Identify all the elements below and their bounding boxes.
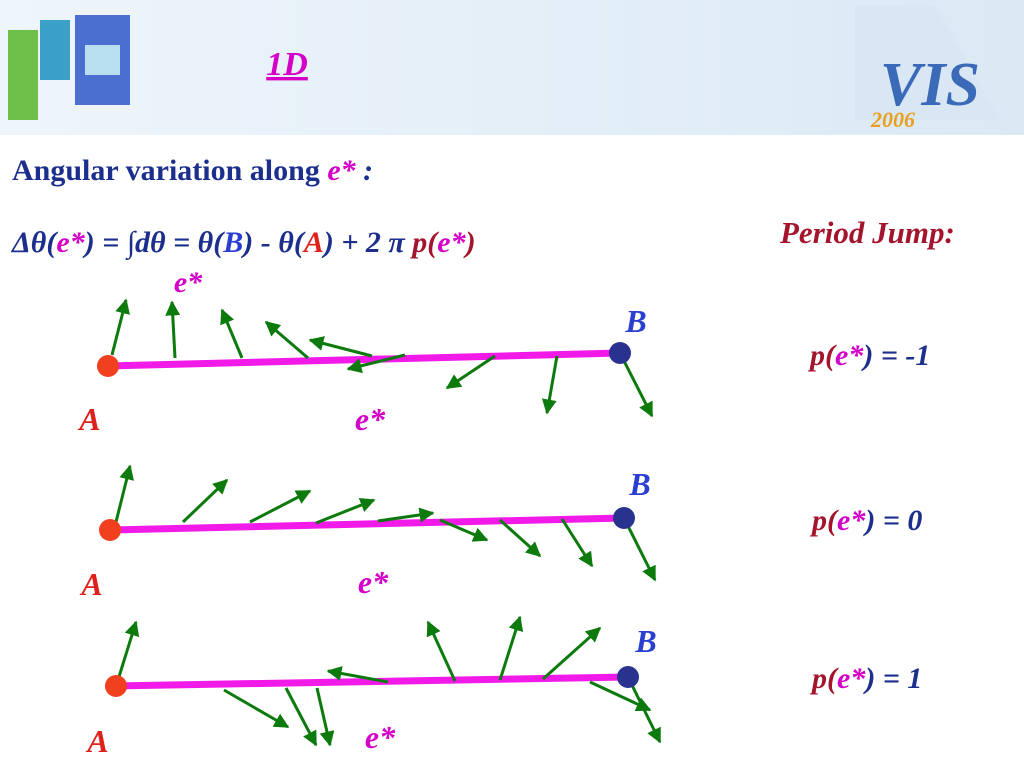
vector-arrow: [223, 688, 290, 729]
jump-prefix: p(: [809, 504, 839, 537]
point-a: [99, 519, 121, 541]
vector-arrow: [165, 300, 181, 359]
vector-arrow: [114, 464, 135, 523]
vector-arrow: [439, 518, 489, 542]
vector-arrow: [346, 353, 406, 374]
jump-label: p(e*) = 1: [809, 662, 922, 695]
top-band: [0, 0, 1024, 135]
label-b: B: [634, 623, 656, 659]
label-e: e*: [365, 719, 396, 755]
vector-arrow: [560, 518, 594, 568]
jump-label: p(e*) = 0: [809, 504, 922, 537]
label-b: B: [628, 466, 650, 502]
jump-symbol: e*: [837, 504, 866, 537]
heading: Angular variation along e* :: [12, 154, 373, 187]
vector-arrow: [498, 615, 524, 681]
jump-symbol: e*: [835, 339, 864, 372]
logo-year: 2006: [870, 107, 915, 132]
vector-arrow: [626, 676, 662, 744]
logo-text: VIS: [880, 51, 980, 119]
label-a: A: [79, 566, 102, 602]
vector-arrow: [445, 354, 496, 390]
vector-arrow: [116, 620, 140, 681]
vector-arrow: [220, 308, 244, 359]
point-a: [97, 355, 119, 377]
jump-label: p(e*) = -1: [807, 339, 930, 372]
jump-prefix: p(: [809, 662, 839, 695]
label-a: A: [85, 723, 108, 759]
path-line: [109, 514, 625, 534]
vector-arrow: [618, 352, 654, 418]
logo-left: [8, 15, 130, 120]
jump-symbol: e*: [837, 662, 866, 695]
vector-arrow: [181, 478, 229, 524]
vector-arrow: [315, 498, 376, 525]
path-line: [107, 349, 621, 370]
jump-prefix: p(: [807, 339, 837, 372]
point-b: [617, 666, 639, 688]
vector-arrow: [541, 355, 559, 415]
logo-right: VIS 2006: [855, 5, 1000, 132]
vector-arrow: [377, 507, 435, 523]
vector-arrow: [426, 620, 457, 682]
vector-arrow: [315, 687, 335, 747]
vector-arrow: [622, 517, 657, 582]
vector-arrow: [498, 518, 542, 558]
point-b: [613, 507, 635, 529]
vector-arrow: [264, 320, 309, 360]
vector-arrow: [308, 336, 373, 358]
formula: Δθ(e*) = ∫dθ = θ(B) - θ(A) + 2 π p(e*): [11, 226, 476, 261]
vector-arrow: [249, 489, 312, 524]
vector-arrow: [541, 626, 602, 681]
period-jump-title: Period Jump:: [779, 215, 955, 250]
jump-value: ) = 0: [862, 504, 922, 537]
vector-arrow: [326, 666, 389, 684]
title: 1D: [266, 46, 308, 83]
jump-value: ) = 1: [862, 662, 922, 695]
vector-arrow: [589, 680, 652, 712]
point-a: [105, 675, 127, 697]
label-e: e*: [355, 401, 386, 437]
label-b: B: [624, 303, 646, 339]
e-label: e*: [174, 266, 203, 299]
label-e: e*: [358, 564, 389, 600]
label-a: A: [77, 401, 100, 437]
vector-arrow: [284, 687, 318, 747]
point-b: [609, 342, 631, 364]
jump-value: ) = -1: [860, 339, 930, 372]
vector-arrow: [110, 298, 130, 356]
